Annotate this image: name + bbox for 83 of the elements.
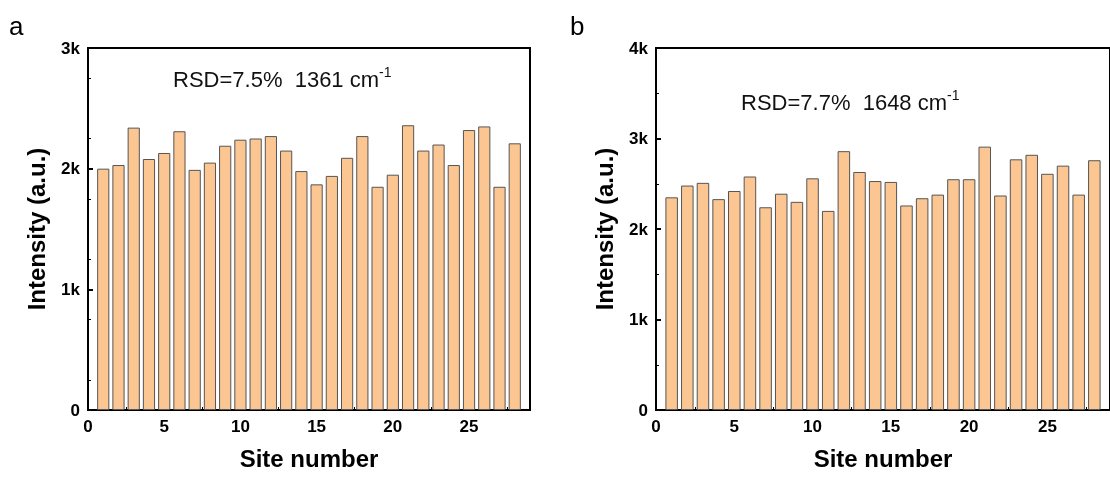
bar — [462, 130, 476, 410]
bar — [1088, 160, 1101, 410]
bar — [401, 125, 415, 410]
bar — [978, 146, 992, 410]
bar — [341, 157, 354, 410]
bar — [837, 151, 851, 410]
bar — [249, 138, 262, 410]
bar — [173, 131, 186, 410]
bar — [962, 179, 976, 410]
y-tick-label: 2k — [629, 219, 649, 239]
bar — [931, 194, 945, 410]
bar — [790, 201, 804, 410]
y-tick-label: 2k — [61, 159, 81, 179]
x-tick-label: 10 — [230, 417, 250, 436]
bar — [325, 175, 338, 410]
bar — [1041, 173, 1054, 410]
bar — [310, 184, 323, 410]
bar — [493, 186, 506, 410]
y-tick-label: 3k — [629, 129, 649, 148]
x-tick-label: 0 — [83, 417, 93, 436]
y-tick-label: 0 — [70, 400, 80, 420]
bar — [142, 159, 156, 410]
bar — [371, 186, 384, 410]
bar — [665, 197, 678, 410]
x-tick-label: 25 — [459, 417, 479, 436]
bar — [774, 193, 788, 410]
bar — [203, 162, 217, 410]
x-tick-label: 15 — [881, 417, 901, 436]
bar — [188, 169, 201, 410]
bar — [806, 178, 819, 410]
bar — [356, 136, 369, 410]
x-tick-label: 5 — [159, 417, 169, 436]
y-tick-label: 4k — [629, 38, 649, 58]
y-axis-title: Intensity (a.u.) — [590, 147, 618, 311]
bar — [915, 198, 929, 410]
bar — [1072, 194, 1085, 410]
y-tick-label: 0 — [638, 400, 648, 420]
bar — [1025, 154, 1038, 410]
y-tick-label: 3k — [61, 38, 81, 58]
x-tick-label: 20 — [383, 417, 403, 436]
bar — [759, 207, 772, 410]
bar — [821, 210, 835, 410]
bar — [386, 174, 399, 410]
bar — [1056, 165, 1070, 410]
bar — [112, 165, 125, 410]
bar — [994, 195, 1007, 410]
y-tick-label: 1k — [61, 279, 81, 299]
bar — [853, 171, 866, 410]
bar — [295, 171, 308, 410]
bar — [728, 190, 741, 410]
bar — [743, 176, 757, 410]
bar — [868, 181, 882, 410]
x-tick-label: 25 — [1037, 417, 1057, 436]
bar — [712, 199, 725, 410]
y-tick-label: 1k — [629, 310, 649, 329]
bar — [900, 205, 913, 410]
bar — [127, 127, 140, 410]
x-tick-label: 10 — [803, 417, 823, 436]
bar — [219, 145, 232, 410]
bar — [417, 150, 430, 410]
x-tick-label: 5 — [729, 417, 740, 436]
x-axis-title: Site number — [239, 444, 379, 472]
bar — [432, 144, 445, 410]
bar — [234, 139, 247, 410]
bar — [947, 179, 960, 410]
x-tick-label: 20 — [959, 417, 979, 436]
bar — [884, 181, 898, 410]
bar — [264, 136, 277, 410]
x-tick-label: 0 — [651, 417, 661, 436]
bar — [508, 143, 521, 410]
x-axis-title: Site number — [813, 444, 953, 472]
bar — [97, 168, 110, 410]
y-axis-title: Intensity (a.u.) — [22, 147, 50, 311]
x-tick-label: 15 — [307, 417, 327, 436]
bar — [1009, 159, 1023, 410]
chart-title: a — [9, 11, 24, 41]
bar — [447, 165, 460, 410]
bar — [681, 185, 694, 410]
chart-title: b — [570, 11, 585, 41]
bar — [280, 150, 293, 410]
bar — [696, 182, 710, 410]
bar — [158, 152, 171, 410]
bar — [478, 126, 491, 410]
